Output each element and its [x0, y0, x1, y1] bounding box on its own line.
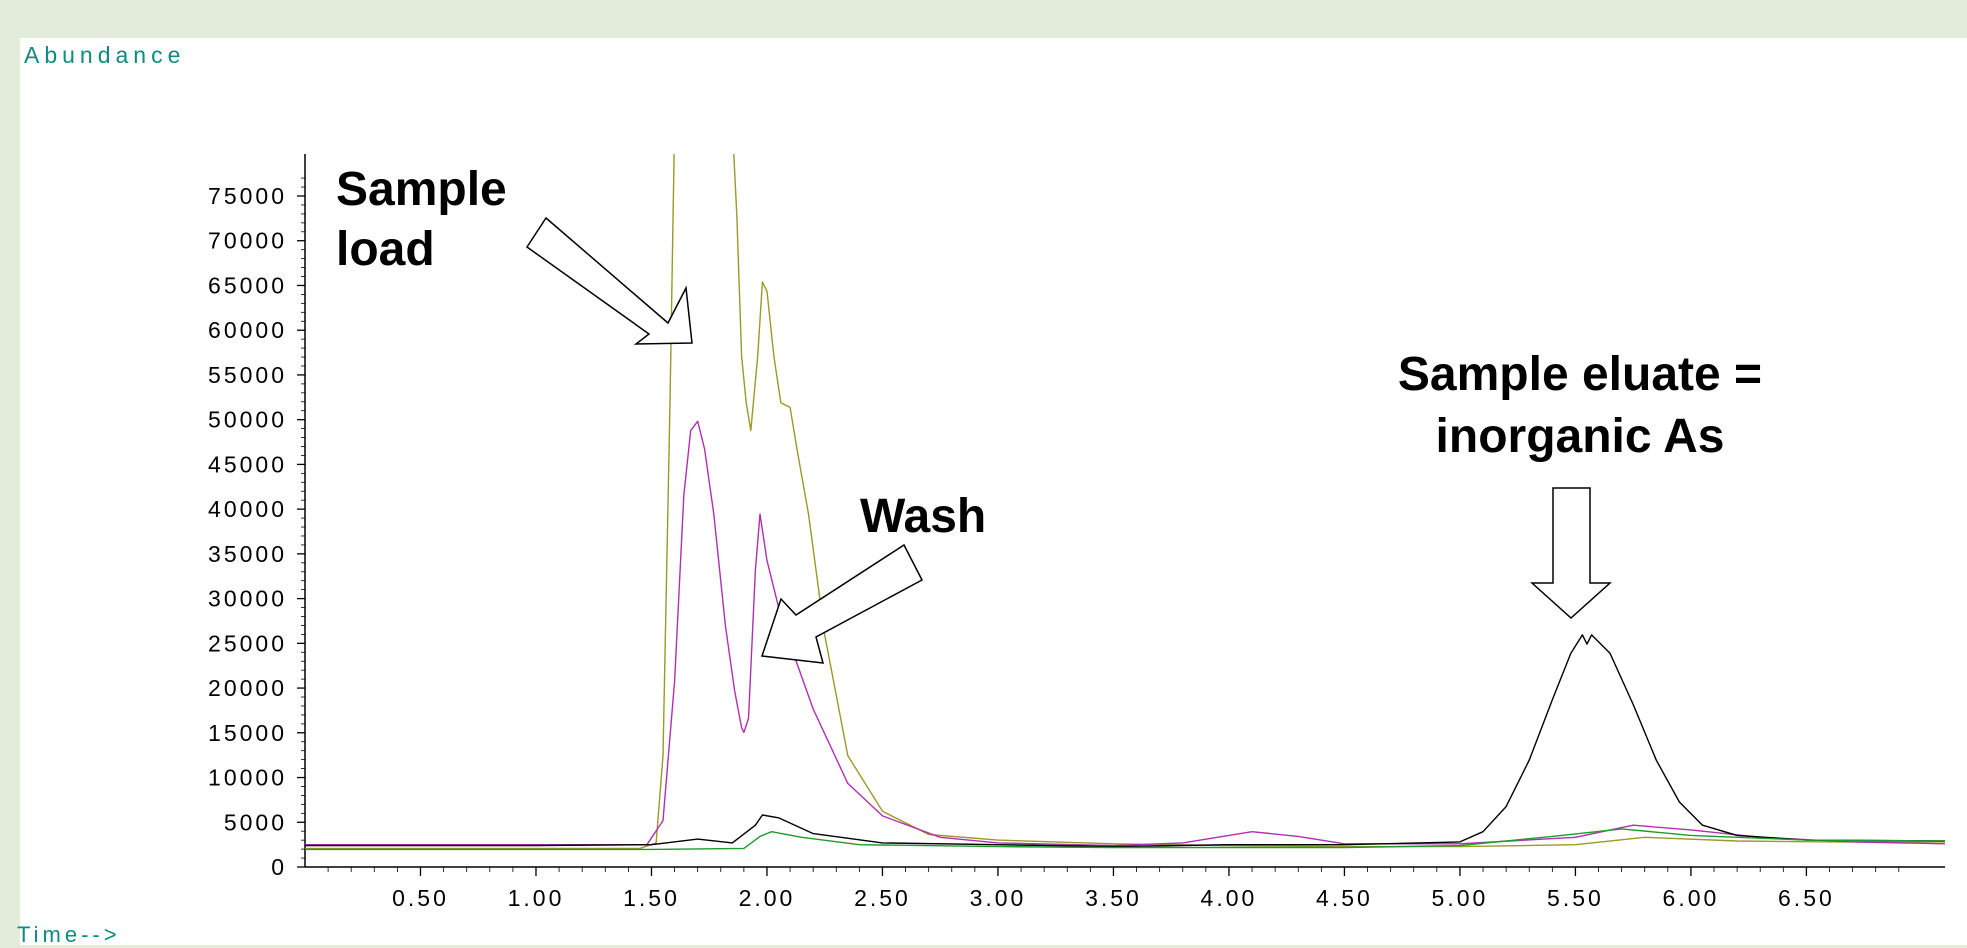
x-tick-label: 2.00 [739, 885, 796, 911]
x-tick-label: 4.00 [1201, 885, 1258, 911]
y-tick-label: 15000 [208, 720, 287, 746]
y-tick-label: 60000 [208, 317, 287, 343]
arrow-sample-load [525, 216, 693, 345]
y-tick-label: 75000 [208, 183, 287, 209]
series-line-4 [305, 828, 1946, 851]
series-lines [305, 154, 1946, 851]
y-tick-label: 20000 [208, 675, 287, 701]
y-tick-label: 50000 [208, 407, 287, 433]
annotation-sample-load-line1: Sample [336, 163, 507, 216]
y-tick-label: 5000 [224, 809, 287, 835]
annotations: Sample load Wash Sample eluate = inorganic A… [336, 163, 1762, 664]
arrow-wash [760, 543, 924, 664]
series-line-3 [305, 634, 1946, 848]
plot-panel [20, 38, 1967, 945]
x-tick-label: 3.50 [1085, 885, 1142, 911]
x-tick-label: 1.50 [623, 885, 680, 911]
x-tick-label: 4.50 [1316, 885, 1373, 911]
y-tick-label: 10000 [208, 765, 287, 791]
y-tick-label: 70000 [208, 228, 287, 254]
x-tick-label: 1.00 [508, 885, 565, 911]
x-tick-label: 6.00 [1663, 885, 1720, 911]
y-tick-label: 55000 [208, 362, 287, 388]
y-tick-label: 0 [271, 854, 287, 880]
y-axis-label: Abundance [24, 42, 186, 68]
x-tick-label: 6.50 [1778, 885, 1835, 911]
y-tick-label: 25000 [208, 630, 287, 656]
y-tick-label: 30000 [208, 586, 287, 612]
annotation-sample-load-line2: load [336, 223, 435, 276]
y-tick-label: 65000 [208, 272, 287, 298]
annotation-sample-eluate-line2: inorganic As [1436, 410, 1725, 463]
x-tick-label: 2.50 [854, 885, 911, 911]
y-tick-label: 35000 [208, 541, 287, 567]
annotation-sample-eluate-line1: Sample eluate = [1398, 348, 1762, 401]
x-axis-label: Time--> [17, 922, 121, 947]
y-tick-label: 40000 [208, 496, 287, 522]
x-tick-label: 0.50 [392, 885, 449, 911]
arrow-sample-eluate [1530, 487, 1612, 620]
y-tick-label: 45000 [208, 451, 287, 477]
x-tick-label: 3.00 [970, 885, 1027, 911]
x-tick-label: 5.50 [1547, 885, 1604, 911]
annotation-wash: Wash [860, 490, 986, 543]
series-line-2 [305, 420, 1946, 847]
axes: 0 5000 10000 15000 20000 25000 30000 35000 40000… [208, 154, 1945, 911]
x-tick-label: 5.00 [1432, 885, 1489, 911]
